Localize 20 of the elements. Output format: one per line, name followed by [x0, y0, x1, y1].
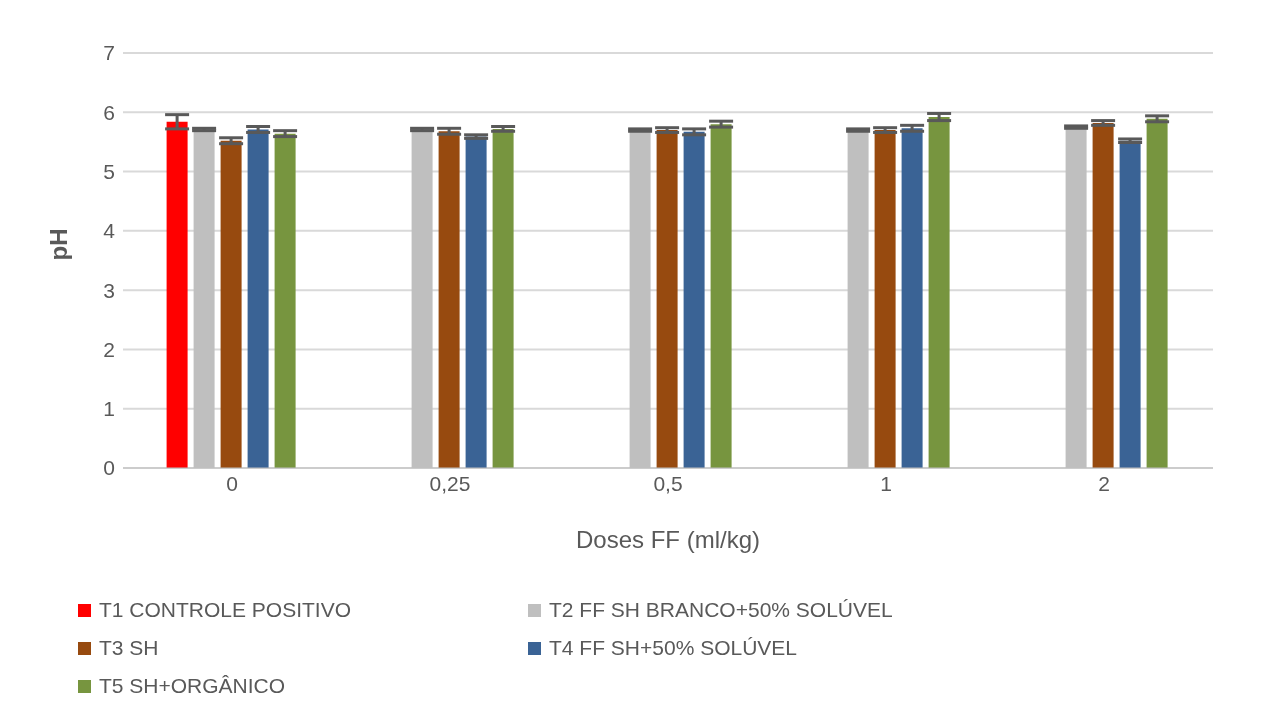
- y-tick-label: 2: [103, 337, 115, 361]
- x-tick-label: 0,5: [653, 471, 683, 495]
- y-tick-label: 1: [103, 397, 115, 421]
- x-axis-title: Doses FF (ml/kg): [575, 526, 761, 553]
- legend-label: T2 FF SH BRANCO+50% SOLÚVEL: [549, 598, 893, 622]
- x-tick-label: 2: [1098, 471, 1110, 495]
- y-tick-label: 7: [103, 41, 115, 65]
- y-tick-label: 6: [103, 100, 115, 124]
- y-axis-title: pH: [44, 228, 72, 261]
- legend-label: T5 SH+ORGÂNICO: [99, 674, 286, 698]
- x-tick-label: 0: [226, 471, 238, 495]
- legend-label: T4 FF SH+50% SOLÚVEL: [549, 636, 798, 660]
- x-tick-label: 1: [880, 471, 892, 495]
- y-tick-label: 4: [103, 219, 116, 243]
- legend-label: T1 CONTROLE POSITIVO: [99, 598, 352, 622]
- legend-label: T3 SH: [99, 636, 159, 660]
- y-tick-label: 5: [103, 160, 115, 184]
- y-tick-label: 3: [103, 278, 115, 302]
- x-tick-label: 0,25: [429, 471, 471, 495]
- y-tick-label: 0: [103, 456, 115, 480]
